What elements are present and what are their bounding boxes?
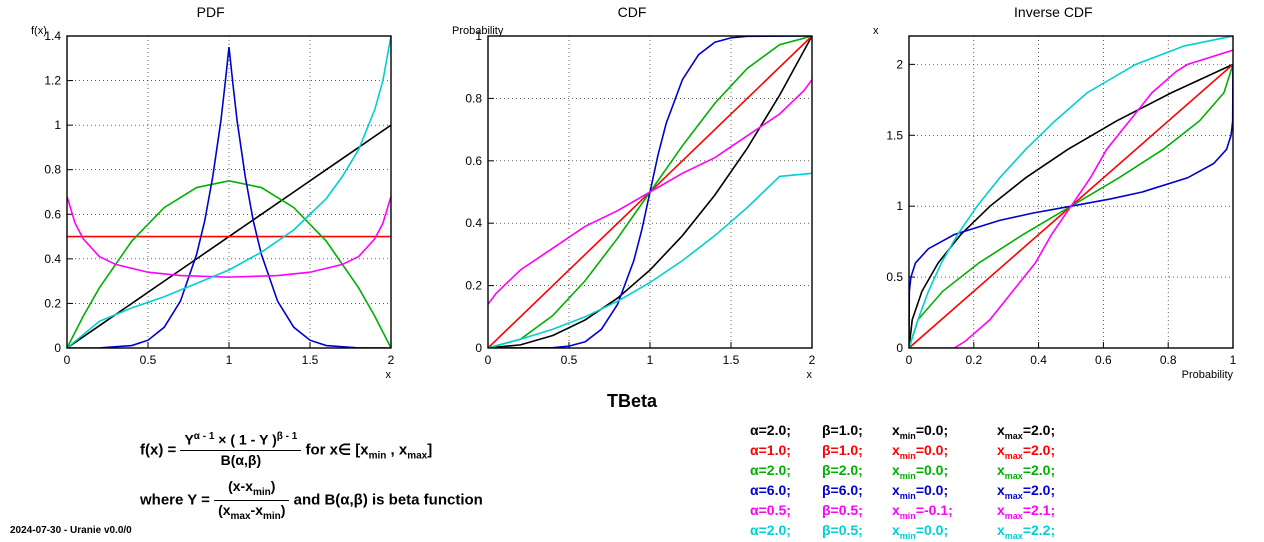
legend-row: α=0.5;β=0.5;xmin=-0.1;xmax=2.1;	[750, 502, 1107, 522]
charts-row: PDF00.511.5200.20.40.60.811.21.4f(x)xCDF…	[0, 0, 1264, 387]
chart-title: Inverse CDF	[853, 4, 1253, 20]
svg-text:2: 2	[387, 353, 394, 367]
svg-text:1.5: 1.5	[301, 353, 318, 367]
svg-text:Probability: Probability	[452, 25, 504, 37]
svg-text:0.2: 0.2	[465, 279, 482, 293]
svg-text:2: 2	[809, 353, 816, 367]
svg-text:1: 1	[1230, 353, 1237, 367]
legend-row: α=2.0;β=0.5;xmin=0.0;xmax=2.2;	[750, 522, 1107, 542]
chart-1: CDF00.511.5200.20.40.60.81Probabilityx	[432, 4, 832, 387]
svg-text:0.5: 0.5	[887, 270, 904, 284]
chart-title: CDF	[432, 4, 832, 20]
chart-2: Inverse CDF 0 0.2 0.4 0.6 0.8 1 0 0.5 1 1.5 2 x Proba…	[853, 4, 1253, 387]
svg-text:0.5: 0.5	[139, 353, 156, 367]
svg-text:1: 1	[647, 353, 654, 367]
svg-text:0: 0	[54, 341, 61, 355]
formula: f(x) = Yα - 1 × ( 1 - Y )β - 1 B(α,β) fo…	[140, 430, 483, 523]
chart-0: PDF00.511.5200.20.40.60.811.21.4f(x)x	[11, 4, 411, 387]
legend-row: α=6.0;β=6.0;xmin=0.0;xmax=2.0;	[750, 482, 1107, 502]
svg-text:f(x): f(x)	[31, 25, 47, 37]
chart-svg: 0 0.2 0.4 0.6 0.8 1 0 0.5 1 1.5 2 x Probability	[853, 22, 1253, 382]
svg-text:1: 1	[54, 118, 61, 132]
svg-text:0: 0	[897, 341, 904, 355]
svg-text:0.6: 0.6	[1095, 353, 1112, 367]
svg-text:0.4: 0.4	[465, 216, 482, 230]
svg-text:0.8: 0.8	[44, 163, 61, 177]
svg-text:1: 1	[897, 199, 904, 213]
formula-line1: f(x) = Yα - 1 × ( 1 - Y )β - 1 B(α,β) fo…	[140, 430, 483, 471]
svg-text:x: x	[873, 25, 879, 37]
svg-text:1: 1	[225, 353, 232, 367]
svg-text:0.4: 0.4	[44, 252, 61, 266]
svg-text:1.5: 1.5	[723, 353, 740, 367]
main-title: TBeta	[0, 391, 1264, 412]
svg-text:2: 2	[897, 57, 904, 71]
svg-text:x: x	[385, 369, 391, 381]
svg-text:0.2: 0.2	[966, 353, 983, 367]
legend: α=2.0;β=1.0;xmin=0.0;xmax=2.0;α=1.0;β=1.…	[750, 422, 1107, 542]
svg-text:Probability: Probability	[1182, 369, 1234, 381]
svg-text:0: 0	[63, 353, 70, 367]
chart-title: PDF	[11, 4, 411, 20]
svg-text:0.5: 0.5	[561, 353, 578, 367]
formula-line2: where Y = (x-xmin) (xmax-xmin) and B(α,β…	[140, 477, 483, 524]
svg-text:0.8: 0.8	[465, 91, 482, 105]
svg-text:0.8: 0.8	[1160, 353, 1177, 367]
legend-row: α=1.0;β=1.0;xmin=0.0;xmax=2.0;	[750, 442, 1107, 462]
svg-text:x: x	[806, 369, 812, 381]
svg-text:0: 0	[906, 353, 913, 367]
svg-text:1.2: 1.2	[44, 74, 61, 88]
svg-text:0.2: 0.2	[44, 296, 61, 310]
svg-text:0.6: 0.6	[44, 207, 61, 221]
legend-row: α=2.0;β=1.0;xmin=0.0;xmax=2.0;	[750, 422, 1107, 442]
chart-svg: 00.511.5200.20.40.60.811.21.4f(x)x	[11, 22, 411, 382]
chart-svg: 00.511.5200.20.40.60.81Probabilityx	[432, 22, 832, 382]
svg-text:0.6: 0.6	[465, 154, 482, 168]
svg-text:0.4: 0.4	[1031, 353, 1048, 367]
legend-row: α=2.0;β=2.0;xmin=0.0;xmax=2.0;	[750, 462, 1107, 482]
footer-text: 2024-07-30 - Uranie v0.0/0	[10, 525, 132, 536]
svg-text:0: 0	[475, 341, 482, 355]
svg-text:1.5: 1.5	[887, 128, 904, 142]
svg-text:0: 0	[485, 353, 492, 367]
